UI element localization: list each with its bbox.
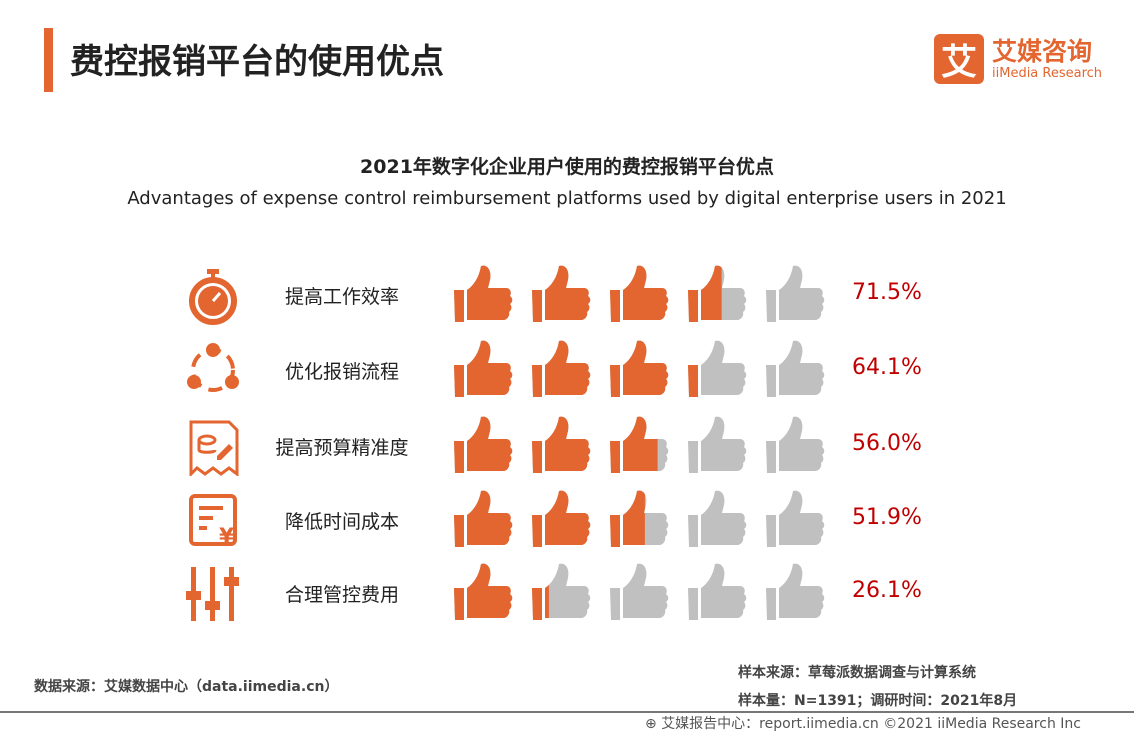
thumbs-up-icon [610, 416, 669, 473]
chart-row: ¥ 降低时间成本 51.9% [0, 485, 1134, 555]
cycle-icon [187, 343, 239, 392]
thumbs-up-icon [532, 563, 591, 620]
logo-mark: 艾 [934, 34, 984, 84]
title-accent-bar [44, 28, 53, 92]
svg-text:¥: ¥ [219, 525, 235, 550]
thumbs-up-icon [532, 340, 591, 397]
value-label: 26.1% [852, 578, 922, 603]
thumbs-up-icon [610, 340, 669, 397]
chart-row: 提高工作效率 71.5% [0, 260, 1134, 330]
cost-ledger-icon: ¥ [189, 494, 237, 550]
thumbs-up-icon [688, 490, 747, 547]
data-source: 数据来源：艾媒数据中心（data.iimedia.cn） [34, 679, 339, 695]
thumbs-up-icon [610, 490, 669, 547]
sliders-icon [186, 567, 239, 621]
value-label: 71.5% [852, 280, 922, 305]
thumbs-up-icon [454, 416, 513, 473]
category-label: 合理管控费用 [284, 584, 399, 606]
thumbs-up-icon [610, 265, 669, 322]
stopwatch-icon [189, 269, 237, 325]
chart-row: 合理管控费用 26.1% [0, 558, 1134, 628]
chart-title: 2021年数字化企业用户使用的费控报销平台优点 [360, 156, 774, 178]
footer-divider [0, 711, 1134, 713]
chart-row: 优化报销流程 64.1% [0, 335, 1134, 405]
thumbs-up-icon [532, 416, 591, 473]
category-label: 降低时间成本 [284, 511, 399, 533]
budget-document-icon [189, 420, 239, 476]
value-label: 64.1% [852, 355, 922, 380]
footer-copyright: ⊕ 艾媒报告中心：report.iimedia.cn ©2021 iiMedia… [645, 716, 1081, 732]
thumbs-up-icon [454, 340, 513, 397]
logo: 艾 艾媒咨询 iiMedia Research [934, 34, 1102, 84]
logo-en: iiMedia Research [992, 65, 1103, 81]
thumbs-up-icon [688, 563, 747, 620]
globe-icon: ⊕ [645, 716, 662, 732]
chart-subtitle: Advantages of expense control reimbursem… [127, 188, 1007, 209]
category-label: 优化报销流程 [284, 361, 399, 383]
thumbs-up-icon [454, 265, 513, 322]
thumbs-up-icon [766, 416, 825, 473]
thumbs-up-icon [610, 563, 669, 620]
thumbs-up-icon [688, 416, 747, 473]
thumbs-up-icon [454, 563, 513, 620]
chart-row: 提高预算精准度 56.0% [0, 411, 1134, 481]
thumbs-up-icon [454, 490, 513, 547]
thumbs-up-icon [688, 340, 747, 397]
thumbs-up-icon [766, 563, 825, 620]
page-title: 费控报销平台的使用优点 [70, 42, 444, 82]
thumbs-up-icon [766, 490, 825, 547]
value-label: 51.9% [852, 505, 922, 530]
value-label: 56.0% [852, 431, 922, 456]
thumbs-up-icon [688, 265, 747, 322]
thumbs-up-icon [766, 340, 825, 397]
sample-size: 样本量：N=1391；调研时间：2021年8月 [738, 693, 1018, 709]
category-label: 提高工作效率 [284, 286, 399, 308]
logo-cn: 艾媒咨询 [992, 36, 1093, 66]
thumbs-up-icon [532, 265, 591, 322]
category-label: 提高预算精准度 [275, 437, 409, 459]
sample-source: 样本来源：草莓派数据调查与计算系统 [738, 665, 976, 681]
thumbs-up-icon [766, 265, 825, 322]
thumbs-up-icon [532, 490, 591, 547]
